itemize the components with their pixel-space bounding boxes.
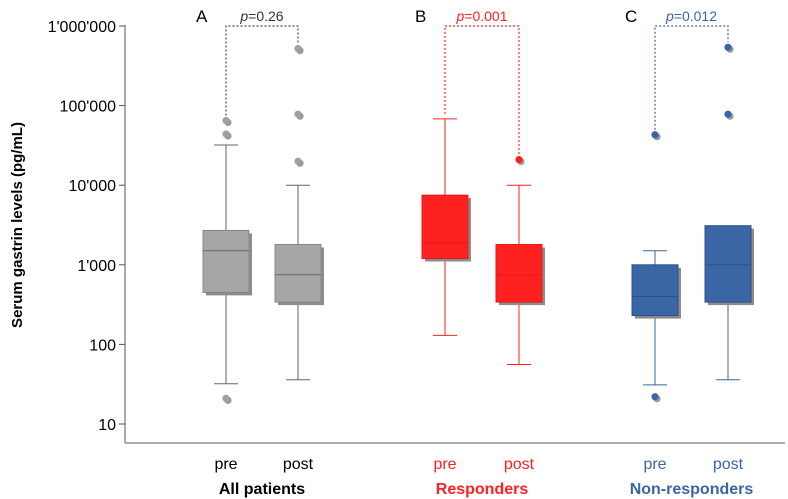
- outlier-point: [294, 45, 302, 53]
- box-body: [202, 229, 250, 293]
- box-body: [274, 243, 322, 303]
- group-label: Responders: [436, 481, 529, 498]
- y-tick-label: 10'000: [68, 178, 116, 195]
- x-tick-label-post: post: [283, 456, 314, 473]
- box-body: [421, 194, 469, 259]
- y-tick-label: 10: [98, 417, 116, 434]
- box-post: [495, 155, 545, 365]
- y-tick-label: 1'000'000: [48, 19, 117, 36]
- outlier-point: [724, 110, 732, 118]
- box-post: [274, 45, 324, 381]
- y-tick-label: 1'000: [77, 258, 116, 275]
- box-post: [704, 43, 754, 381]
- group-label: All patients: [219, 481, 305, 498]
- p-value-label: p=0.012: [665, 8, 717, 24]
- x-tick-label-post: post: [504, 456, 535, 473]
- outlier-point: [515, 155, 523, 164]
- y-axis-label: Serum gastrin levels (pg/mL): [9, 122, 26, 328]
- group-all-patients: pre post All patients A p=0.26: [196, 7, 324, 498]
- panel-letter: B: [415, 7, 426, 26]
- x-tick-label-pre: pre: [643, 456, 666, 473]
- significance-bracket: [444, 25, 520, 155]
- outlier-point: [651, 393, 659, 401]
- x-tick-label-post: post: [713, 456, 744, 473]
- x-tick-label-pre: pre: [433, 456, 456, 473]
- outlier-point: [724, 43, 732, 51]
- x-tick-label-pre: pre: [214, 456, 237, 473]
- significance-bracket: [225, 25, 299, 116]
- panel-letter: A: [196, 7, 208, 26]
- panel-letter: C: [625, 7, 637, 26]
- plot-area: pre post All patients A p=0.26 pre post Respond…: [196, 7, 754, 498]
- box-body: [704, 225, 752, 303]
- outlier-point: [222, 130, 230, 138]
- outlier-point: [294, 157, 302, 165]
- outlier-point: [222, 116, 230, 125]
- group-label: Non-responders: [630, 481, 754, 498]
- outlier-point: [222, 394, 230, 402]
- box-pre: [202, 116, 252, 404]
- box-pre: [631, 131, 681, 403]
- p-value-label: p=0.26: [239, 8, 283, 24]
- group-responders: pre post Responders B p=0.001: [415, 7, 545, 498]
- box-pre: [421, 118, 471, 336]
- y-tick-label: 100: [89, 337, 116, 354]
- y-tick-label: 100'000: [60, 99, 117, 116]
- box-body: [631, 264, 679, 317]
- outlier-point: [294, 110, 302, 118]
- p-value-label: p=0.001: [455, 8, 507, 24]
- axes: 10 100 1'000 10'000 100'000 1'000'000: [48, 19, 785, 444]
- significance-bracket: [654, 25, 729, 130]
- box-body: [495, 243, 543, 303]
- outlier-point: [651, 131, 659, 139]
- group-non-responders: pre post Non-responders C p=0.012: [625, 7, 754, 498]
